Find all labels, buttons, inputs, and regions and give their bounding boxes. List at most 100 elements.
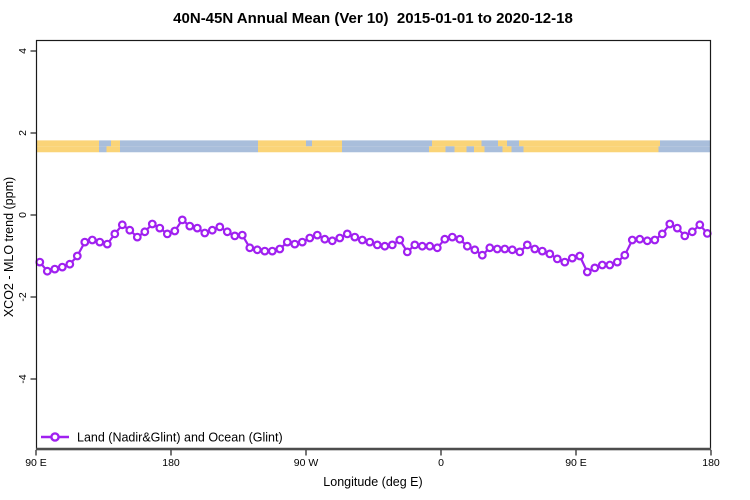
data-point-marker xyxy=(575,251,585,261)
data-point-marker xyxy=(485,243,495,253)
data-point-marker xyxy=(462,241,472,251)
mask-south-row-land-segment xyxy=(106,146,120,153)
data-point-marker xyxy=(612,257,622,267)
data-point-marker xyxy=(365,237,375,247)
data-point-marker xyxy=(162,229,172,239)
mask-south-row-land-segment xyxy=(502,146,512,153)
data-point-marker xyxy=(275,244,285,254)
y-tick-label: -2 xyxy=(17,292,29,301)
y-axis-label: XCO2 - MLO trend (ppm) xyxy=(2,177,16,317)
data-point-marker xyxy=(155,223,165,233)
mask-north-row-land-segment xyxy=(519,140,660,147)
data-point-marker xyxy=(537,246,547,256)
mask-north-row-ocean-segment xyxy=(481,140,498,147)
data-point-marker xyxy=(87,235,97,245)
mask-south-row-ocean-segment xyxy=(120,146,258,153)
mask-south-row-ocean-segment xyxy=(342,146,429,153)
data-point-marker xyxy=(207,225,217,235)
data-point-marker xyxy=(515,247,525,257)
legend-label: Land (Nadir&Glint) and Ocean (Glint) xyxy=(77,431,283,445)
data-point-marker xyxy=(455,234,465,244)
data-point-marker xyxy=(522,240,532,250)
mask-south-row-land-segment xyxy=(523,146,659,153)
data-point-marker xyxy=(267,246,277,256)
mask-south-row-ocean-segment xyxy=(484,146,503,153)
legend: Land (Nadir&Glint) and Ocean (Glint) xyxy=(41,431,283,445)
data-point-marker xyxy=(530,244,540,254)
data-point-marker xyxy=(432,243,442,253)
data-point-marker xyxy=(657,229,667,239)
data-point-marker xyxy=(290,239,300,249)
mask-south-row-ocean-segment xyxy=(445,146,455,153)
data-point-marker xyxy=(642,236,652,246)
mask-north-row-land-segment xyxy=(432,140,482,147)
data-point-marker xyxy=(605,260,615,270)
data-point-marker xyxy=(680,231,690,241)
data-point-marker xyxy=(350,232,360,242)
data-point-marker xyxy=(417,241,427,251)
data-point-marker xyxy=(672,223,682,233)
data-point-marker xyxy=(477,250,487,260)
land-ocean-mask-strip xyxy=(36,140,711,153)
data-point-marker xyxy=(687,227,697,237)
mask-south-row-ocean-segment xyxy=(658,146,711,153)
x-axis-label: Longitude (deg E) xyxy=(323,475,422,489)
data-point-marker xyxy=(552,254,562,264)
data-point-marker xyxy=(230,231,240,241)
data-point-marker xyxy=(110,229,120,239)
data-point-marker xyxy=(215,222,225,232)
data-point-marker xyxy=(567,253,577,263)
data-point-marker xyxy=(380,241,390,251)
data-point-marker xyxy=(312,230,322,240)
data-point-marker xyxy=(245,243,255,253)
data-point-marker xyxy=(95,237,105,247)
mask-north-row-ocean-segment xyxy=(306,140,312,147)
x-tick-label: 180 xyxy=(702,457,720,469)
data-point-marker xyxy=(342,229,352,239)
data-point-marker xyxy=(560,257,570,267)
data-point-marker xyxy=(132,232,142,242)
data-point-marker xyxy=(252,245,262,255)
data-point-marker xyxy=(357,235,367,245)
data-point-marker xyxy=(42,266,52,276)
data-point-marker xyxy=(440,234,450,244)
data-point-marker xyxy=(425,241,435,251)
data-point-marker xyxy=(80,237,90,247)
data-point-marker xyxy=(597,260,607,270)
data-point-marker xyxy=(447,232,457,242)
mask-north-row-land-segment xyxy=(258,140,306,147)
data-point-marker xyxy=(402,247,412,257)
data-point-marker xyxy=(125,225,135,235)
data-point-marker xyxy=(57,262,67,272)
data-point-marker xyxy=(410,240,420,250)
data-point-marker xyxy=(117,220,127,230)
data-point-marker xyxy=(297,237,307,247)
data-point-marker xyxy=(177,215,187,225)
data-point-marker xyxy=(702,228,712,238)
y-tick-label: 4 xyxy=(17,48,29,54)
data-point-marker xyxy=(170,226,180,236)
data-point-marker xyxy=(260,246,270,256)
mask-north-row-ocean-segment xyxy=(507,140,519,147)
mask-south-row-ocean-segment xyxy=(466,146,474,153)
data-point-marker xyxy=(372,240,382,250)
data-point-marker xyxy=(507,245,517,255)
mask-north-row-ocean-segment xyxy=(342,140,432,147)
data-point-marker xyxy=(282,237,292,247)
x-tick-label: 90 E xyxy=(25,457,47,469)
chart-title: 40N-45N Annual Mean (Ver 10) 2015-01-01 … xyxy=(173,10,573,27)
data-point-marker xyxy=(470,245,480,255)
data-point-marker xyxy=(147,219,157,229)
x-tick-label: 90 E xyxy=(565,457,587,469)
data-point-marker xyxy=(582,267,592,277)
data-point-marker xyxy=(695,220,705,230)
data-point-marker xyxy=(200,228,210,238)
data-point-marker xyxy=(140,227,150,237)
data-point-marker xyxy=(590,263,600,273)
data-point-marker xyxy=(395,235,405,245)
mask-north-row-ocean-segment xyxy=(99,140,111,147)
data-point-marker xyxy=(635,234,645,244)
data-point-marker xyxy=(665,219,675,229)
mask-north-row-land-segment xyxy=(36,140,99,147)
